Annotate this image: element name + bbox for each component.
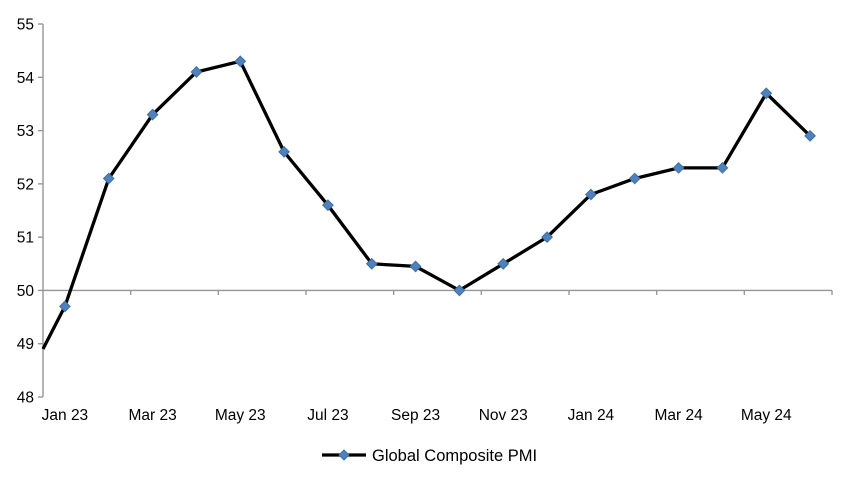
y-axis-tick-label: 50 [17, 283, 35, 300]
pmi-series-line [41, 59, 812, 350]
pmi-data-point [804, 129, 816, 142]
pmi-data-point [585, 188, 597, 201]
pmi-data-point [497, 257, 510, 270]
x-axis-tick-label: Jan 23 [42, 407, 89, 424]
pmi-data-point [190, 66, 203, 78]
pmi-data-point [146, 108, 159, 121]
pmi-data-point [322, 199, 334, 212]
x-axis-tick-label: Jul 23 [307, 407, 348, 424]
pmi-data-point [628, 172, 641, 185]
y-axis-tick-label: 53 [17, 123, 34, 140]
x-axis-tick-label: May 24 [741, 407, 792, 424]
pmi-data-point [365, 257, 378, 270]
y-axis-tick-label: 52 [17, 176, 34, 193]
legend: Global Composite PMI [322, 447, 537, 465]
pmi-data-point [278, 145, 290, 158]
y-axis-tick-label: 49 [17, 336, 34, 353]
pmi-data-point [409, 260, 422, 273]
y-axis-tick-label: 48 [17, 390, 34, 407]
pmi-data-point [102, 172, 115, 185]
x-axis-tick-label: Nov 23 [479, 407, 528, 424]
pmi-data-point [672, 161, 685, 174]
x-axis-tick-label: Sep 23 [391, 407, 440, 424]
y-axis-tick-label: 55 [17, 17, 34, 34]
x-axis-tick-label: Mar 23 [128, 407, 176, 424]
pmi-data-point [59, 300, 71, 313]
x-axis-tick-label: May 23 [215, 407, 266, 424]
pmi-data-point [234, 55, 247, 68]
pmi-data-point [760, 87, 773, 100]
y-axis-tick-label: 54 [17, 70, 35, 87]
x-axis-tick-label: Mar 24 [654, 407, 703, 424]
y-axis-tick-label: 51 [17, 230, 34, 247]
legend-diamond-icon [338, 449, 350, 461]
pmi-data-point [716, 161, 729, 174]
pmi-data-point [453, 284, 466, 297]
legend-label: Global Composite PMI [372, 447, 537, 465]
pmi-data-point [541, 231, 553, 244]
x-axis-tick-label: Jan 24 [568, 407, 615, 424]
